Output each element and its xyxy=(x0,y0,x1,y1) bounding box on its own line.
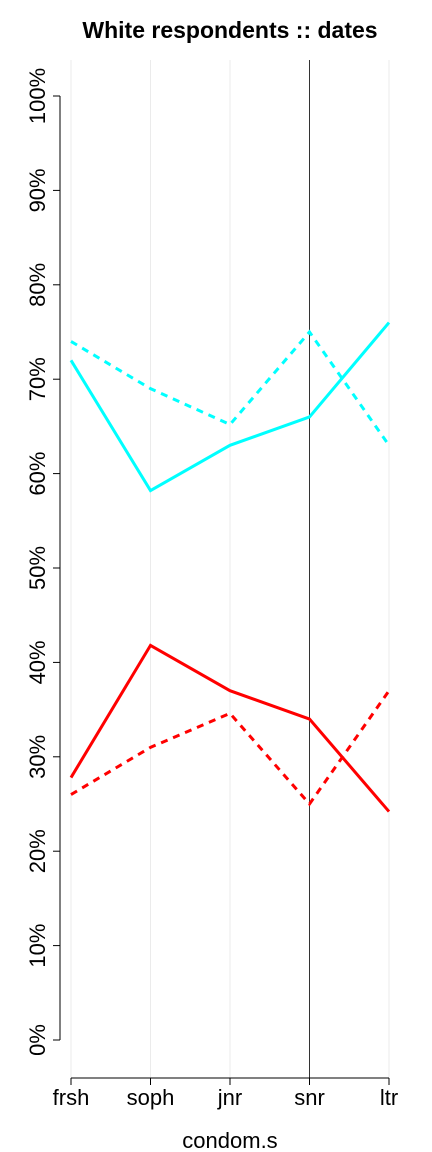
x-tick-label: soph xyxy=(127,1085,175,1110)
y-tick-label: 30% xyxy=(25,735,50,779)
x-axis-label: condom.s xyxy=(182,1128,277,1152)
y-tick-label: 60% xyxy=(25,452,50,496)
line-series xyxy=(69,321,391,493)
y-tick-label: 10% xyxy=(25,924,50,968)
y-tick-label: 50% xyxy=(25,546,50,590)
y-tick-label: 20% xyxy=(25,829,50,873)
x-tick-label: jnr xyxy=(217,1085,242,1110)
y-tick-label: 0% xyxy=(25,1024,50,1056)
line-series xyxy=(69,643,391,813)
y-tick-label: 90% xyxy=(25,168,50,212)
y-tick-label: 70% xyxy=(25,357,50,401)
chart-title: White respondents :: dates xyxy=(82,17,377,43)
y-tick-label: 100% xyxy=(25,68,50,124)
x-tick-label: ltr xyxy=(380,1085,398,1110)
y-tick-label: 80% xyxy=(25,263,50,307)
x-tick-label: snr xyxy=(294,1085,325,1110)
y-tick-label: 40% xyxy=(25,640,50,684)
x-tick-label: frsh xyxy=(53,1085,90,1110)
